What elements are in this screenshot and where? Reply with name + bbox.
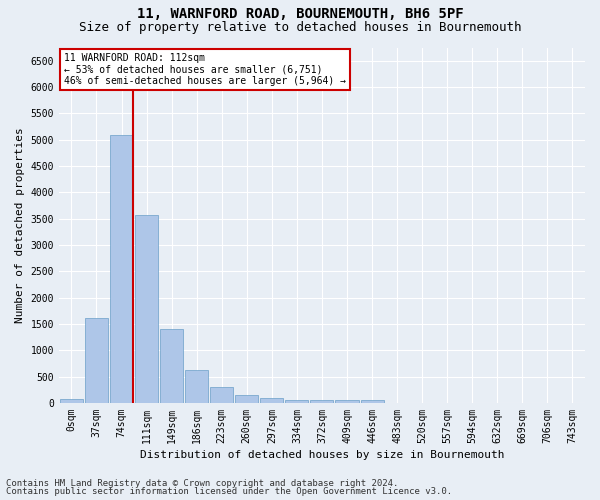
Bar: [60, 400, 83, 403]
Text: 11 WARNFORD ROAD: 112sqm
← 53% of detached houses are smaller (6,751)
46% of sem: 11 WARNFORD ROAD: 112sqm ← 53% of detach…: [64, 53, 346, 86]
Bar: [185, 370, 208, 403]
Bar: [135, 216, 158, 403]
Bar: [310, 400, 334, 403]
Bar: [361, 400, 383, 403]
Y-axis label: Number of detached properties: Number of detached properties: [15, 128, 25, 323]
Bar: [160, 329, 183, 403]
Bar: [110, 136, 133, 403]
X-axis label: Distribution of detached houses by size in Bournemouth: Distribution of detached houses by size …: [140, 450, 504, 460]
Text: Contains HM Land Registry data © Crown copyright and database right 2024.: Contains HM Land Registry data © Crown c…: [6, 478, 398, 488]
Text: Contains public sector information licensed under the Open Government Licence v3: Contains public sector information licen…: [6, 487, 452, 496]
Bar: [210, 387, 233, 403]
Bar: [286, 400, 308, 403]
Bar: [335, 400, 359, 403]
Bar: [260, 398, 283, 403]
Bar: [85, 318, 108, 403]
Text: 11, WARNFORD ROAD, BOURNEMOUTH, BH6 5PF: 11, WARNFORD ROAD, BOURNEMOUTH, BH6 5PF: [137, 8, 463, 22]
Text: Size of property relative to detached houses in Bournemouth: Size of property relative to detached ho…: [79, 21, 521, 34]
Bar: [235, 395, 259, 403]
